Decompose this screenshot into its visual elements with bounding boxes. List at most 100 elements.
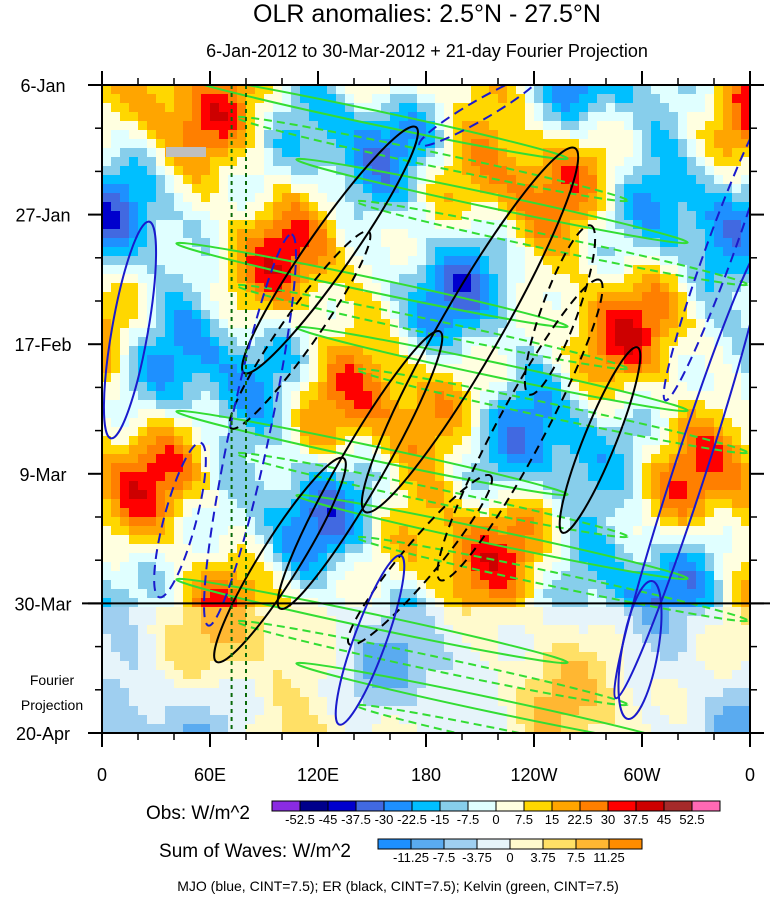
kelvin-contour [355,367,749,455]
y-tick-label: 20-Apr [16,724,70,744]
y-tick-label: 30-Mar [14,594,71,614]
obs-colorbar-level-label: -30 [375,812,394,827]
kelvin-contour [235,115,629,203]
x-tick-label: 60W [623,765,660,785]
waves-colorbar: -11.25 -7.5 -3.75 0 3.75 7.5 11.25 [377,838,643,865]
chart-title: OLR anomalies: 2.5°N - 27.5°N [253,0,601,28]
plot-area [102,85,750,733]
waves-colorbar-swatch [542,838,577,850]
projection-label-line1: Fourier [30,672,75,688]
er-contour [241,125,419,375]
y-tick-label: 17-Feb [14,335,71,355]
obs-colorbar-swatch [327,800,357,812]
obs-colorbar-swatch [439,800,469,812]
kelvin-contour [175,241,569,329]
x-tick-label: 120E [297,765,339,785]
y-tick-label: 9-Mar [19,465,66,485]
waves-colorbar-swatch [509,838,544,850]
kelvin-contour [295,157,689,245]
er-contour [213,456,347,664]
obs-colorbar-level-label: 15 [545,812,559,827]
waves-colorbar-swatch [377,838,412,850]
x-tick-label: 180 [411,765,441,785]
obs-colorbar-level-label: -15 [431,812,450,827]
kelvin-contour [235,451,629,539]
obs-colorbar-swatch [495,800,525,812]
obs-colorbar-swatch [635,800,665,812]
waves-colorbar-level-label: -3.75 [462,850,492,865]
mjo-contour [613,240,750,700]
obs-colorbar: -52.5 -45 -37.5 -30 -22.5 -15 -7.5 0 7.5 15 22.5 30… [271,800,721,827]
kelvin-contour [295,661,689,733]
obs-colorbar-level-label: 45 [657,812,671,827]
er-contour [360,146,580,514]
waves-colorbar-level-label: 0 [506,850,513,865]
x-tick-label: 0 [745,765,755,785]
obs-colorbar-level-label: -45 [319,812,338,827]
projection-label-line2: Projection [21,697,83,713]
waves-colorbar-label: Sum of Waves: W/m^2 [159,841,351,862]
mjo-contour [617,579,663,721]
obs-colorbar-swatch [691,800,721,812]
obs-colorbar-swatch [607,800,637,812]
mjo-contour [203,233,297,627]
obs-colorbar-swatch [411,800,441,812]
obs-colorbar-swatch [299,800,329,812]
obs-colorbar-level-label: -7.5 [457,812,479,827]
waves-colorbar-swatch [575,838,610,850]
wave-contours [102,85,750,733]
obs-colorbar-level-label: -22.5 [397,812,427,827]
obs-colorbar-level-label: -52.5 [285,812,315,827]
kelvin-contour [175,577,569,665]
axes: 0 60E 120E 180 120W 60W 0 6-Jan 27-Jan 17-Feb 9-Ma… [14,71,764,785]
kelvin-contour [235,619,629,707]
chart-subtitle: 6-Jan-2012 to 30-Mar-2012 + 21-day Fouri… [206,41,648,61]
obs-colorbar-level-label: 52.5 [679,812,704,827]
waves-colorbar-level-label: 3.75 [530,850,555,865]
obs-colorbar-swatch [551,800,581,812]
obs-colorbar-level-label: 0 [492,812,499,827]
waves-colorbar-swatch [608,838,643,850]
er-contour [346,473,494,647]
y-tick-label: 27-Jan [15,206,70,226]
er-contour [276,330,444,610]
x-tick-label: 0 [97,765,107,785]
reference-longitude-lines [230,85,247,733]
waves-colorbar-level-label: -7.5 [433,850,455,865]
obs-colorbar-swatch [383,800,413,812]
contour-legend: MJO (blue, CINT=7.5); ER (black, CINT=7.… [177,878,619,894]
anomaly-field [102,85,750,733]
waves-colorbar-swatch [410,838,445,850]
obs-colorbar-level-label: 37.5 [623,812,648,827]
kelvin-contour [175,85,569,161]
waves-colorbar-swatch [443,838,478,850]
obs-colorbar-swatch [271,800,301,812]
kelvin-contour [355,535,749,623]
obs-colorbar-level-label: 22.5 [567,812,592,827]
obs-colorbar-swatch [467,800,497,812]
x-tick-label: 120W [510,765,557,785]
obs-colorbar-swatch [355,800,385,812]
mjo-contour [334,554,406,726]
obs-colorbar-label: Obs: W/m^2 [146,803,250,824]
mjo-contour [102,220,158,440]
waves-colorbar-level-label: 11.25 [593,850,625,865]
mjo-contour [153,441,207,599]
y-tick-label: 6-Jan [20,76,65,96]
obs-colorbar-level-label: -37.5 [341,812,371,827]
er-contour [436,278,604,582]
missing-data-patch [166,147,206,157]
er-contour [558,346,642,534]
obs-colorbar-level-label: 7.5 [515,812,533,827]
waves-colorbar-level-label: 7.5 [567,850,585,865]
kelvin-contour [175,409,569,497]
mjo-contour [662,98,750,402]
kelvin-contour [295,493,689,581]
kelvin-contour [295,325,689,413]
obs-colorbar-level-label: 30 [601,812,615,827]
waves-colorbar-swatch [476,838,511,850]
waves-colorbar-level-label: -11.25 [393,850,429,865]
er-contour [523,224,597,396]
x-tick-label: 60E [194,765,226,785]
